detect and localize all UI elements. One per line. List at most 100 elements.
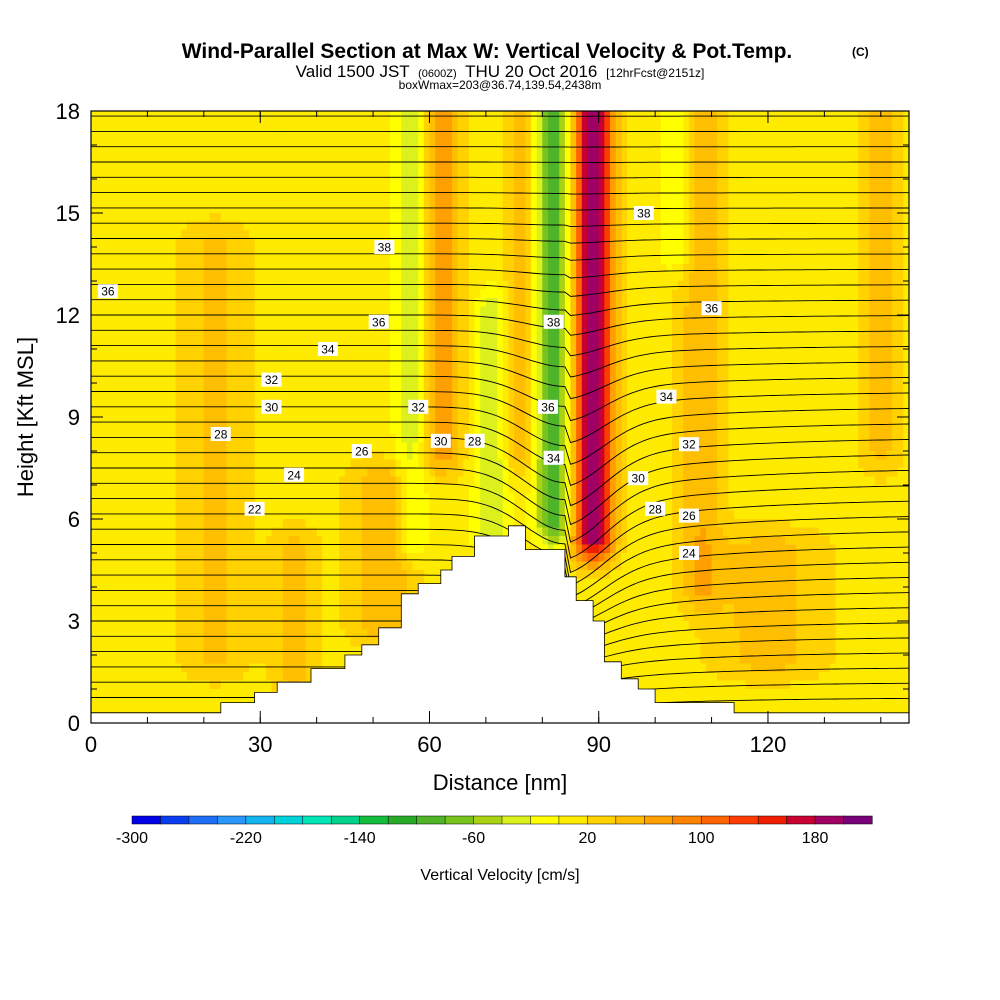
- velocity-cell: [265, 272, 273, 282]
- velocity-cell: [604, 119, 611, 129]
- velocity-cell: [880, 298, 888, 308]
- velocity-cell: [587, 374, 594, 384]
- velocity-cell: [141, 340, 149, 350]
- velocity-cell: [700, 366, 707, 376]
- velocity-cell: [564, 383, 572, 393]
- velocity-cell: [536, 153, 543, 163]
- velocity-cell: [169, 332, 177, 342]
- velocity-cell: [322, 289, 329, 299]
- velocity-cell: [745, 264, 752, 274]
- velocity-cell: [435, 374, 442, 384]
- velocity-cell: [220, 323, 227, 333]
- velocity-cell: [186, 196, 194, 206]
- velocity-cell: [361, 204, 369, 214]
- velocity-cell: [265, 196, 273, 206]
- velocity-cell: [519, 128, 526, 138]
- velocity-cell: [485, 264, 493, 274]
- velocity-cell: [294, 187, 301, 197]
- velocity-cell: [536, 374, 543, 384]
- velocity-cell: [773, 213, 780, 223]
- velocity-cell: [604, 357, 611, 367]
- velocity-cell: [621, 213, 628, 223]
- velocity-cell: [694, 247, 701, 257]
- velocity-cell: [96, 221, 103, 231]
- velocity-cell: [153, 213, 160, 223]
- velocity-cell: [863, 170, 871, 180]
- velocity-cell: [576, 162, 583, 172]
- velocity-cell: [136, 272, 143, 282]
- velocity-cell: [751, 128, 758, 138]
- velocity-cell: [215, 238, 222, 248]
- velocity-cell: [531, 340, 538, 350]
- velocity-cell: [485, 306, 493, 316]
- velocity-cell: [356, 145, 363, 155]
- velocity-cell: [294, 366, 301, 376]
- velocity-cell: [615, 255, 622, 265]
- velocity-cell: [796, 366, 803, 376]
- velocity-cell: [610, 289, 617, 299]
- velocity-cell: [660, 145, 668, 155]
- velocity-cell: [446, 179, 453, 189]
- velocity-cell: [717, 247, 724, 257]
- velocity-cell: [406, 136, 414, 146]
- velocity-cell: [175, 374, 182, 384]
- velocity-cell: [164, 162, 171, 172]
- velocity-cell: [299, 298, 306, 308]
- velocity-cell: [863, 128, 871, 138]
- velocity-cell: [564, 247, 572, 257]
- velocity-cell: [271, 366, 278, 376]
- velocity-cell: [813, 349, 820, 359]
- velocity-cell: [852, 111, 859, 121]
- velocity-cell: [886, 255, 893, 265]
- velocity-cell: [327, 315, 335, 325]
- velocity-cell: [745, 162, 752, 172]
- velocity-cell: [322, 383, 329, 393]
- velocity-cell: [294, 374, 301, 384]
- velocity-cell: [762, 136, 769, 146]
- velocity-cell: [705, 119, 713, 129]
- velocity-cell: [474, 204, 481, 214]
- velocity-cell: [373, 349, 380, 359]
- velocity-cell: [722, 349, 730, 359]
- velocity-cell: [282, 136, 290, 146]
- velocity-cell: [621, 136, 628, 146]
- velocity-cell: [626, 383, 634, 393]
- velocity-cell: [243, 366, 250, 376]
- velocity-cell: [626, 332, 634, 342]
- velocity-cell: [677, 255, 684, 265]
- velocity-cell: [282, 383, 290, 393]
- velocity-cell: [277, 298, 284, 308]
- velocity-cell: [514, 349, 521, 359]
- velocity-cell: [339, 170, 346, 180]
- velocity-cell: [739, 272, 746, 282]
- velocity-cell: [643, 187, 651, 197]
- velocity-cell: [485, 247, 493, 257]
- velocity-cell: [626, 289, 634, 299]
- velocity-cell: [401, 128, 408, 138]
- velocity-cell: [215, 315, 222, 325]
- velocity-cell: [316, 332, 323, 342]
- velocity-cell: [497, 119, 504, 129]
- velocity-cell: [587, 255, 594, 265]
- velocity-cell: [672, 111, 679, 121]
- velocity-cell: [779, 170, 786, 180]
- velocity-cell: [209, 196, 216, 206]
- velocity-cell: [412, 383, 419, 393]
- velocity-cell: [745, 111, 752, 121]
- velocity-cell: [666, 383, 673, 393]
- velocity-cell: [429, 238, 436, 248]
- velocity-cell: [615, 196, 622, 206]
- velocity-cell: [784, 340, 792, 350]
- velocity-cell: [412, 230, 419, 240]
- velocity-cell: [198, 340, 205, 350]
- velocity-cell: [649, 128, 656, 138]
- velocity-cell: [192, 247, 199, 257]
- velocity-cell: [141, 315, 149, 325]
- velocity-cell: [480, 213, 487, 223]
- velocity-cell: [796, 196, 803, 206]
- velocity-cell: [311, 357, 318, 367]
- velocity-cell: [294, 383, 301, 393]
- velocity-cell: [463, 145, 470, 155]
- velocity-cell: [508, 306, 515, 316]
- velocity-cell: [610, 111, 617, 121]
